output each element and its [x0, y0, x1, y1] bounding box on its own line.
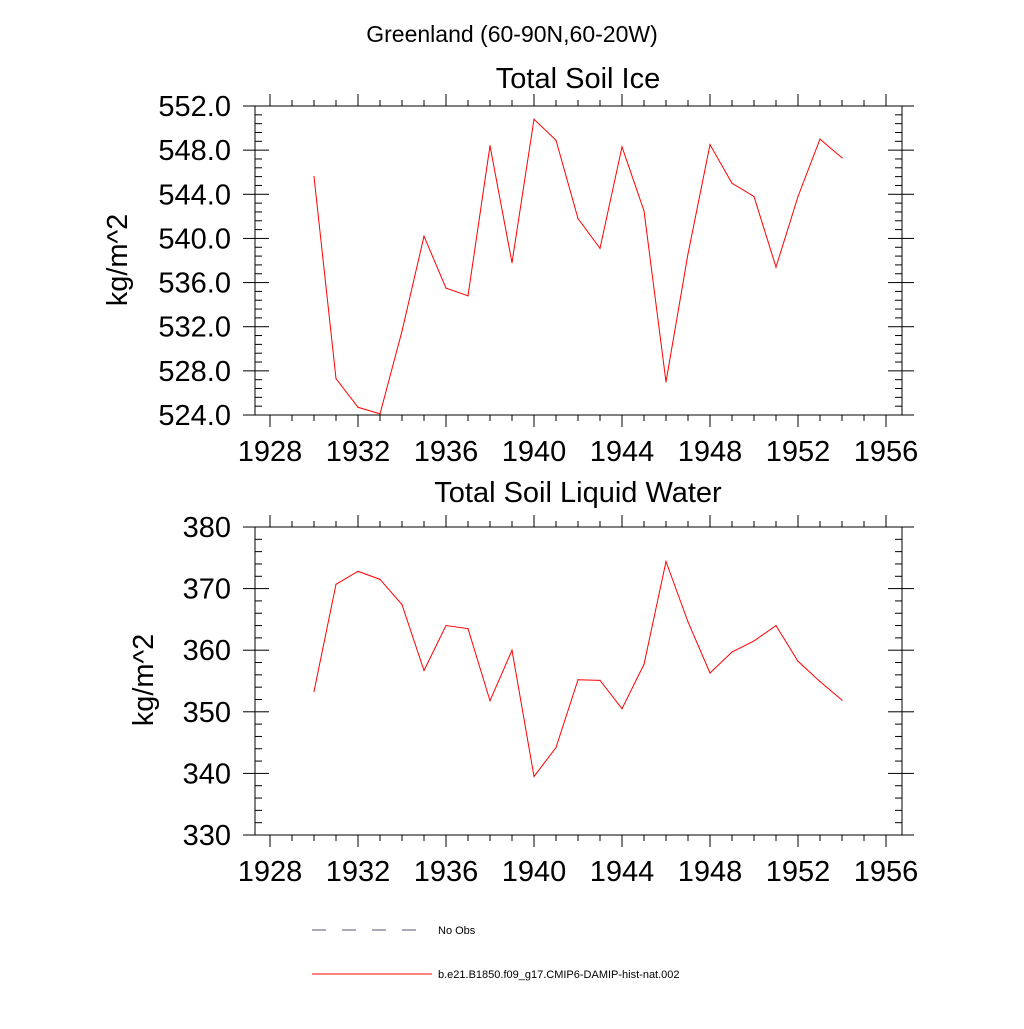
data-point: [313, 690, 315, 693]
data-point: [313, 176, 315, 178]
x-tick-label: 1952: [766, 856, 831, 888]
y-tick-label: 528.0: [158, 356, 231, 388]
y-tick-label: 536.0: [158, 268, 231, 300]
chart-title: Total Soil Ice: [496, 63, 660, 95]
data-point: [621, 146, 623, 148]
x-tick-label: 1940: [502, 436, 567, 468]
series-line: [313, 118, 843, 415]
data-point: [489, 700, 491, 702]
data-point: [665, 381, 667, 383]
y-tick-label: 330: [183, 820, 231, 852]
data-point: [687, 621, 689, 623]
data-point: [775, 624, 777, 627]
data-point: [445, 624, 447, 627]
data-point: [797, 660, 799, 662]
data-point: [819, 681, 821, 683]
data-point: [599, 679, 601, 681]
data-point: [489, 145, 491, 147]
x-tick-label: 1932: [326, 436, 391, 468]
data-point: [467, 295, 469, 297]
legend-label-model: b.e21.B1850.f09_g17.CMIP6-DAMIP-hist-nat…: [438, 969, 680, 981]
series-line: [313, 559, 843, 778]
data-point: [841, 699, 843, 701]
x-tick-label: 1936: [414, 436, 479, 468]
data-point: [621, 708, 623, 710]
y-tick-label: 540.0: [158, 223, 231, 255]
data-point: [577, 217, 579, 220]
y-tick-label: 350: [183, 697, 231, 729]
x-tick-label: 1952: [766, 436, 831, 468]
chart-total-soil-liquid-water: Total Soil Liquid Water kg/m^2 1928 1932 1…: [128, 477, 918, 888]
data-point: [841, 157, 843, 159]
data-point: [753, 195, 755, 198]
x-tick-label: 1948: [678, 436, 743, 468]
legend-label-no-obs: No Obs: [438, 925, 476, 937]
data-point: [577, 679, 579, 681]
data-point: [753, 640, 755, 642]
chart-title: Total Soil Liquid Water: [434, 477, 722, 509]
data-point: [335, 583, 337, 585]
data-point: [731, 182, 733, 184]
x-tick-label: 1928: [238, 856, 303, 888]
y-tick-label: 370: [183, 574, 231, 606]
y-axis-label: kg/m^2: [128, 634, 160, 727]
data-point: [401, 604, 403, 606]
data-point: [511, 262, 513, 264]
y-axis-label: kg/m^2: [102, 214, 134, 307]
y-tick-label: 524.0: [158, 400, 231, 432]
data-point: [709, 672, 711, 674]
data-point: [467, 628, 469, 630]
x-tick-label: 1944: [590, 436, 655, 468]
data-point: [357, 570, 359, 572]
data-point: [379, 578, 381, 580]
data-point: [423, 235, 425, 237]
legend: No Obs b.e21.B1850.f09_g17.CMIP6-DAMIP-h…: [312, 925, 680, 981]
data-point: [731, 651, 733, 653]
y-tick-label: 340: [183, 758, 231, 790]
data-point: [533, 118, 535, 120]
data-point: [643, 210, 645, 212]
y-tick-label: 544.0: [158, 179, 231, 211]
x-tick-label: 1944: [590, 856, 655, 888]
x-tick-label: 1936: [414, 856, 479, 888]
data-point: [555, 139, 557, 141]
data-point: [379, 413, 381, 415]
y-tick-label: 360: [183, 635, 231, 667]
x-tick-label: 1928: [238, 436, 303, 468]
x-tick-label: 1948: [678, 856, 743, 888]
y-tick-label: 552.0: [158, 91, 231, 123]
y-tick-label: 532.0: [158, 312, 231, 344]
data-point: [797, 195, 799, 198]
chart-total-soil-ice: Total Soil Ice kg/m^2 1928 1932 1936 1940 19…: [102, 63, 918, 468]
data-point: [687, 253, 689, 255]
data-point: [599, 247, 601, 249]
data-point: [445, 287, 447, 289]
x-tick-label: 1956: [854, 856, 919, 888]
x-tick-label: 1940: [502, 856, 567, 888]
data-point: [401, 330, 403, 332]
data-point: [665, 560, 667, 563]
x-tick-label: 1932: [326, 856, 391, 888]
x-tick-label: 1956: [854, 436, 919, 468]
data-point: [357, 406, 359, 408]
data-point: [511, 649, 513, 651]
plot-frame: [254, 526, 903, 836]
data-point: [643, 663, 645, 665]
data-point: [819, 138, 821, 140]
data-point: [775, 266, 777, 268]
y-tick-label: 548.0: [158, 135, 231, 167]
data-point: [533, 775, 535, 778]
plot-frame: [254, 105, 903, 416]
data-point: [709, 144, 711, 146]
data-point: [555, 746, 557, 749]
page-title: Greenland (60-90N,60-20W): [366, 21, 657, 47]
data-point: [335, 377, 337, 380]
y-tick-label: 380: [183, 512, 231, 544]
data-point: [423, 669, 425, 672]
